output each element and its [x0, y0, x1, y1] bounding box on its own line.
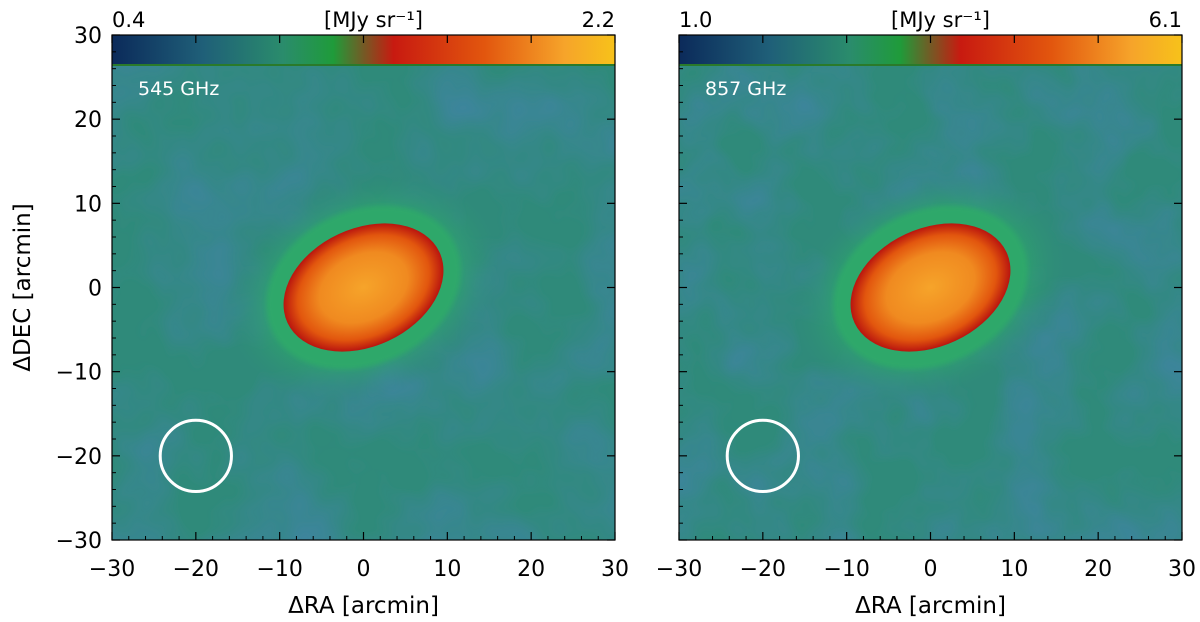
colorbar-min-label: 1.0 [679, 8, 712, 32]
y-axis-label: ΔDEC [arcmin] [10, 203, 36, 371]
source-core [283, 223, 444, 352]
y-tick-label: 20 [74, 108, 102, 133]
band-label: 857 GHz [705, 78, 786, 100]
y-tick-label: 30 [74, 24, 102, 49]
colorbar-min-label: 0.4 [112, 8, 145, 32]
x-tick-label: −20 [173, 557, 219, 582]
source-core [850, 223, 1011, 352]
x-tick-label: −10 [823, 557, 869, 582]
y-tick-label: −30 [56, 529, 102, 554]
x-tick-label: 20 [1084, 557, 1112, 582]
y-tick-label: 0 [88, 277, 102, 302]
colorbar-max-label: 6.1 [1149, 8, 1182, 32]
beam-circle [158, 418, 233, 493]
x-tick-label: 0 [924, 557, 938, 582]
beam-circle [725, 418, 800, 493]
x-tick-label: 30 [601, 557, 629, 582]
colorbar-max-label: 2.2 [582, 8, 615, 32]
x-axis-label: ΔRA [arcmin] [288, 593, 439, 619]
x-tick-label: −30 [89, 557, 135, 582]
colorbar-unit-label: [MJy sr⁻¹] [891, 8, 990, 32]
map-image [679, 35, 1182, 540]
y-tick-label: −20 [56, 445, 102, 470]
x-tick-label: 10 [433, 557, 461, 582]
x-axis-label: ΔRA [arcmin] [855, 593, 1006, 619]
x-tick-label: 10 [1000, 557, 1028, 582]
x-tick-label: 30 [1168, 557, 1196, 582]
x-tick-label: 0 [357, 557, 371, 582]
x-tick-label: −30 [656, 557, 702, 582]
map-image [112, 35, 615, 540]
band-label: 545 GHz [138, 78, 219, 100]
x-tick-label: −20 [740, 557, 786, 582]
y-tick-label: −10 [56, 361, 102, 386]
x-tick-label: −10 [256, 557, 302, 582]
panel-545ghz: 545 GHz 0.4 2.2 [MJy sr⁻¹] −30 −20 −10 0 10 20 30 −… [10, 8, 629, 619]
colorbar-unit-label: [MJy sr⁻¹] [324, 8, 423, 32]
panel-857ghz: 857 GHz 1.0 6.1 [MJy sr⁻¹] −30 −20 −10 0 10 20 30 Δ… [656, 8, 1196, 619]
y-tick-label: 10 [74, 192, 102, 217]
x-tick-label: 20 [517, 557, 545, 582]
